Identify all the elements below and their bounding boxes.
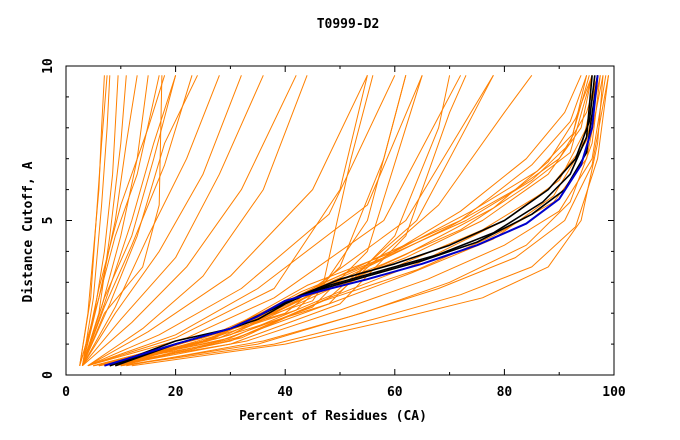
series-line-orange-17 — [82, 75, 297, 367]
x-axis-label: Percent of Residues (CA) — [239, 409, 427, 424]
series-line-orange-44 — [115, 75, 607, 367]
x-tick-label: 0 — [62, 385, 70, 400]
series-line-orange-48 — [126, 75, 601, 367]
tick-layer: 0 20 40 60 80 100 0 5 10 — [41, 58, 626, 400]
series-line-orange-37 — [109, 75, 599, 367]
series-line-orange-5 — [79, 75, 138, 366]
series-line-orange-14 — [81, 75, 220, 366]
series-layer — [79, 75, 609, 367]
series-line-orange-21 — [87, 75, 423, 367]
series-line-orange-8 — [81, 75, 166, 366]
x-tick-label: 100 — [602, 385, 626, 400]
series-line-orange-49 — [115, 75, 601, 367]
series-line-orange-47 — [131, 75, 604, 367]
series-line-orange-22 — [87, 75, 462, 367]
chart-title: T0999-D2 — [317, 17, 380, 32]
series-line-orange-28 — [98, 75, 467, 367]
series-line-blue-53 — [104, 75, 599, 367]
series-line-orange-42 — [104, 75, 582, 367]
series-line-orange-40 — [120, 75, 599, 367]
series-line-orange-30 — [98, 75, 533, 367]
series-line-orange-32 — [87, 75, 368, 367]
series-line-orange-34 — [104, 75, 593, 367]
series-line-orange-18 — [87, 75, 308, 367]
series-line-orange-19 — [87, 75, 368, 367]
y-tick-label: 10 — [41, 58, 56, 74]
series-line-orange-29 — [93, 75, 494, 367]
x-tick-label: 80 — [497, 385, 513, 400]
series-line-orange-7 — [81, 75, 160, 366]
series-line-orange-12 — [81, 75, 163, 366]
x-tick-label: 40 — [277, 385, 293, 400]
series-line-orange-13 — [81, 75, 177, 366]
y-axis-label: Distance Cutoff, A — [21, 161, 36, 302]
series-line-orange-16 — [82, 75, 264, 367]
series-line-orange-10 — [81, 75, 193, 366]
series-line-orange-23 — [93, 75, 494, 367]
series-line-orange-20 — [87, 75, 396, 367]
y-tick-label: 0 — [41, 371, 56, 379]
series-line-orange-1 — [79, 75, 108, 366]
series-line-orange-46 — [120, 75, 609, 367]
series-line-orange-2 — [81, 75, 111, 366]
x-tick-label: 20 — [168, 385, 184, 400]
series-line-orange-43 — [109, 75, 593, 367]
series-line-orange-11 — [81, 75, 198, 366]
series-line-orange-45 — [120, 75, 609, 367]
y-tick-label: 5 — [41, 217, 56, 225]
series-line-orange-15 — [81, 75, 242, 366]
x-tick-label: 60 — [387, 385, 403, 400]
